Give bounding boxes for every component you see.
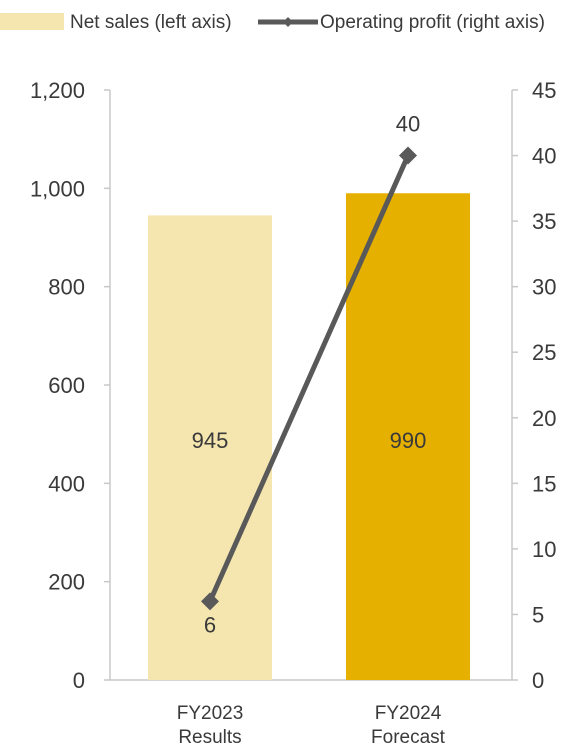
right-axis-tick-label: 25	[532, 340, 556, 365]
right-axis-tick-label: 45	[532, 78, 556, 103]
line-value-label: 6	[204, 612, 216, 637]
left-axis-tick-label: 1,000	[30, 176, 85, 201]
left-axis-tick-label: 800	[48, 275, 85, 300]
left-axis: 0 200 400 600 800 1,000 1,200	[30, 78, 111, 693]
operating-profit-marker-2	[399, 146, 417, 165]
x-axis-label-line-2: Forecast	[371, 727, 446, 748]
right-axis-tick-label: 15	[532, 471, 556, 496]
operating-profit-line	[207, 153, 411, 604]
legend-swatch-net-sales	[0, 13, 64, 30]
x-axis-label-line-2: Results	[178, 727, 241, 748]
left-axis-tick-label: 600	[48, 373, 85, 398]
left-axis-tick-label: 0	[73, 668, 85, 693]
right-axis-tick-label: 40	[532, 144, 556, 169]
bar-2	[346, 193, 470, 680]
left-axis-tick-label: 1,200	[30, 78, 85, 103]
left-axis-tick-label: 400	[48, 471, 85, 496]
bar-value-label: 945	[192, 428, 229, 453]
right-axis-tick-label: 35	[532, 209, 556, 234]
left-axis-tick-label: 200	[48, 570, 85, 595]
x-axis-label-line-1: FY2023	[177, 703, 244, 724]
right-axis-tick-label: 0	[532, 668, 544, 693]
legend-marker-operating-profit	[283, 17, 293, 27]
right-axis-tick-label: 30	[532, 275, 556, 300]
right-axis: 0 5 10 15 20 25 30 35 40 45	[511, 78, 556, 693]
x-axis-label-line-1: FY2024	[375, 703, 442, 724]
right-axis-ticks: 0 5 10 15 20 25 30 35 40 45	[512, 78, 556, 693]
right-axis-tick-label: 5	[532, 602, 544, 627]
operating-profit-marker-1	[201, 592, 219, 611]
bars-series: 945 990	[148, 193, 470, 680]
x-axis-labels: FY2023 Results FY2024 Forecast	[177, 703, 446, 748]
legend-label-operating-profit: Operating profit (right axis)	[320, 12, 545, 33]
line-series: 6 40	[201, 112, 420, 637]
right-axis-tick-label: 20	[532, 406, 556, 431]
left-axis-ticks: 0 200 400 600 800 1,000 1,200	[30, 78, 110, 693]
line-value-label: 40	[396, 112, 420, 137]
bar-value-label: 990	[390, 428, 427, 453]
legend-label-net-sales: Net sales (left axis)	[70, 12, 232, 33]
right-axis-tick-label: 10	[532, 537, 556, 562]
legend: Net sales (left axis) Operating profit (…	[0, 12, 545, 33]
